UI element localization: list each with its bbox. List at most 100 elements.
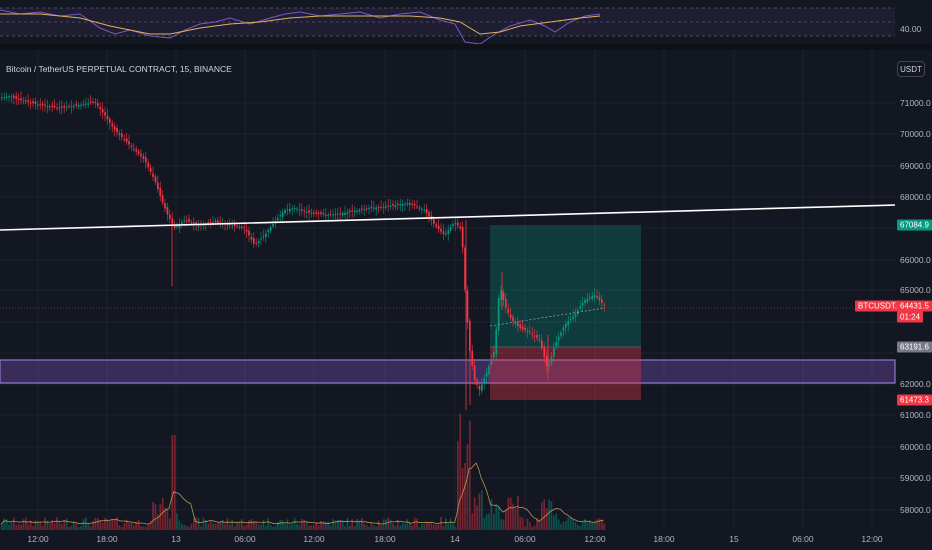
volume-bar [377,520,380,530]
currency-button[interactable]: USDT [897,61,925,77]
candle-body [536,334,538,338]
candle-body [29,102,32,104]
volume-bar [20,524,22,530]
candle-body [385,206,387,208]
candle-body [389,205,392,207]
candle-body [524,327,526,331]
volume-bar [277,522,279,530]
candle-body [591,296,594,300]
rsi-line [0,9,601,45]
rsi-pane[interactable]: 40.00 [0,0,932,45]
candle-body [183,220,186,222]
price-pane[interactable]: Bitcoin / TetherUS PERPETUAL CONTRACT, 1… [0,50,932,530]
price-tick: 65000.0 [900,285,931,295]
candle-body [25,100,27,102]
volume-bar [257,524,260,530]
volume-bar [34,520,37,530]
candle-body [111,123,114,127]
candle-body [538,338,541,340]
candle-body [73,105,75,107]
candle-body [121,133,123,138]
volume-bar [214,523,217,530]
volume-bar [512,503,514,530]
candle-body [164,202,166,209]
volume-bar [500,519,502,530]
volume-bar [495,503,498,530]
candle-body [413,204,416,206]
candle-body [65,106,68,108]
volume-bar [178,520,181,530]
candle-body [49,106,51,108]
volume-bar [337,519,339,530]
candle-body [344,212,346,215]
candle-body [116,128,118,133]
volume-bar [226,518,229,530]
volume-bar [70,525,73,530]
candle-body [85,103,87,105]
volume-bar [202,517,205,530]
candle-body [82,104,85,106]
volume-bar [447,523,450,530]
time-tick: 15 [729,534,739,544]
volume-bar [279,520,282,530]
price-tick: 69000.0 [900,161,931,171]
time-axis[interactable]: 12:00 18:00 13 06:00 12:00 18:00 14 06:0… [0,530,932,550]
volume-bar [159,504,162,530]
candle-body [80,104,82,106]
candle-body [368,208,370,210]
volume-bar [260,524,262,530]
volume-bar [579,525,582,530]
volume-bar [113,519,116,530]
symbol-legend[interactable]: Bitcoin / TetherUS PERPETUAL CONTRACT, 1… [6,64,232,74]
volume-bar [41,525,44,530]
volume-bar [341,520,344,530]
volume-bar [325,521,327,530]
volume-bar [385,519,387,530]
price-tick: 66000.0 [900,255,931,265]
volume-bar [394,525,397,530]
volume-bar [250,519,253,530]
candle-body [236,225,238,227]
candle-body [197,225,200,227]
candle-body [382,206,385,208]
volume-bar [320,521,322,530]
volume-bar [181,523,183,530]
candle-body [596,295,598,298]
volume-bar [171,435,174,530]
volume-bar [442,525,445,530]
volume-bar [51,519,54,530]
candle-body [262,236,265,238]
volume-bar [229,524,231,530]
volume-bar [521,517,524,530]
price-tick: 58000.0 [900,505,931,515]
volume-bar [344,526,346,530]
volume-bar [315,522,318,530]
volume-bar [310,525,313,530]
volume-bar [49,523,51,530]
volume-bar [305,521,308,530]
volume-bar [190,523,193,530]
candle-body [298,209,301,211]
candle-body [291,208,294,210]
volume-bar [200,526,202,530]
candle-body [159,187,162,196]
candle-body [77,105,80,107]
candle-body [181,222,183,225]
volume-bar [224,524,226,530]
volume-bar [243,526,246,530]
candle-body [185,220,188,222]
volume-bar [272,526,274,530]
pane-separator[interactable] [0,44,932,50]
volume-bar [116,517,118,530]
candle-body [521,326,524,330]
candle-body [44,104,46,106]
volume-bar [87,523,90,530]
volume-bar [207,523,210,530]
candle-body [337,213,339,215]
candle-body [485,372,488,377]
volume-bar [58,522,61,530]
candle-body [380,206,382,208]
volume-bar [397,519,399,530]
volume-bar [471,513,474,530]
candle-body [356,210,358,212]
